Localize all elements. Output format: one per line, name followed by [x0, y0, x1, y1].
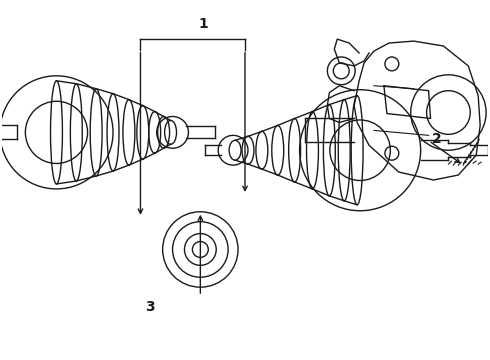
- Text: 3: 3: [146, 300, 155, 314]
- Text: 1: 1: [199, 17, 209, 31]
- Text: 2: 2: [432, 132, 442, 146]
